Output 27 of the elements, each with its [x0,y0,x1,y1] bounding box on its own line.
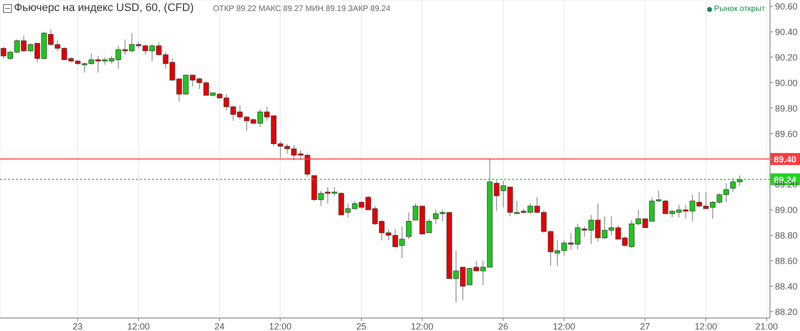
x-tick-label: 24 [214,321,225,331]
x-tick-label: 12:00 [269,321,292,331]
y-tick-label: 88.60 [775,256,798,266]
x-tick-label: 25 [356,321,366,331]
candlestick [406,212,412,240]
x-tick-label: 12:00 [127,321,150,331]
y-tick-label: 90.20 [775,52,798,62]
x-tick-label: 27 [640,321,650,331]
y-tick-label: 88.40 [775,281,798,292]
y-tick-label: 88.80 [775,230,798,241]
y-tick-label: 89.60 [775,128,798,139]
y-tick-label: 89.00 [775,205,798,216]
x-tick-label: 12:00 [410,321,434,331]
y-tick-label: 88.20 [775,306,798,317]
x-tick-label: 12:00 [552,321,576,331]
chart-title: Фьючерс на индекс USD, 60, (CFD) [14,2,194,14]
x-tick-label: 21:00 [755,321,778,331]
annotation: Рынок открыт [714,4,765,13]
y-tick-label: 89.80 [775,103,798,114]
x-tick-label: 12:00 [694,321,718,331]
y-tick-label: 90.00 [775,78,798,88]
ref-line-label: 89.40 [774,154,796,164]
y-tick-label: 90.40 [775,26,798,37]
x-tick-label: 26 [498,321,508,331]
x-tick-label: 23 [72,321,83,331]
annotation: ОТКР 89.22 МАКС 89.27 МИН 89.19 ЗАКР 89.24 [213,4,390,13]
y-tick-label: 90.60 [775,2,798,12]
